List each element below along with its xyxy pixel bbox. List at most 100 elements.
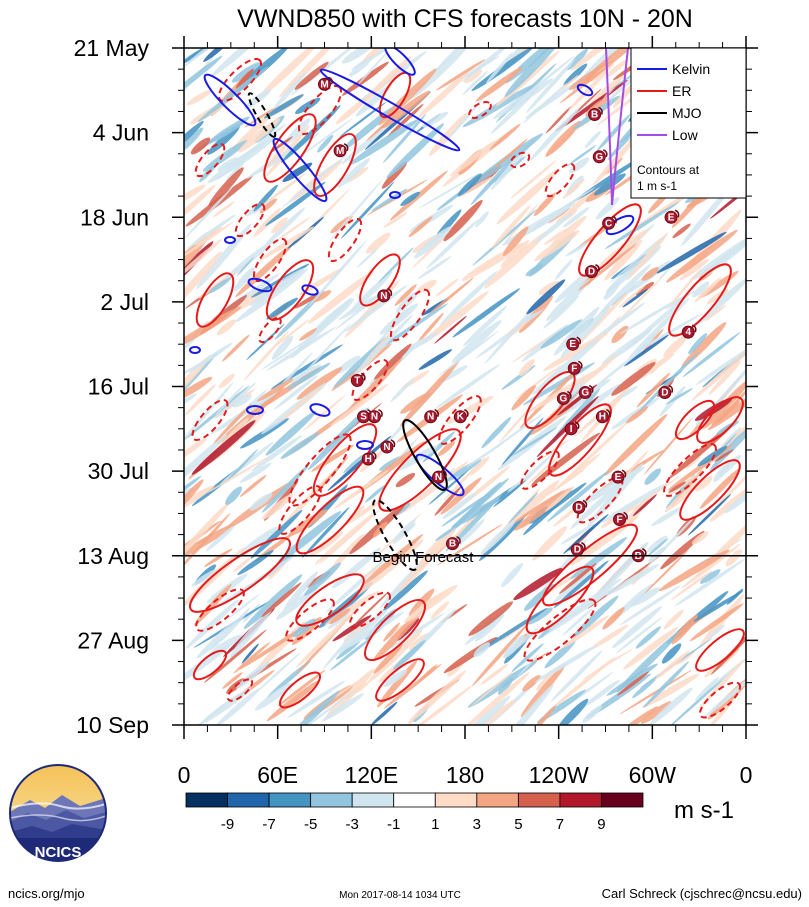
anomaly-streak (370, 701, 398, 725)
anomaly-streak (635, 626, 661, 649)
y-axis: 21 May 4 Jun 18 Jun 2 Jul 16 Jul 30 Jul 13 Aug… (74, 35, 758, 738)
anomaly-streak (186, 89, 213, 106)
anomaly-streak (540, 319, 583, 349)
anomaly-streak (372, 610, 423, 662)
anomaly-streak (691, 531, 709, 545)
anomaly-streak (191, 568, 218, 587)
anomaly-streak (582, 648, 634, 680)
er-contour (359, 253, 401, 307)
colorbar-segment (517, 792, 561, 808)
anomaly-streak (213, 403, 252, 444)
anomaly-streak (518, 359, 535, 376)
anomaly-streak (672, 223, 691, 239)
kelvin-contour (389, 191, 401, 199)
anomaly-streak (184, 306, 242, 352)
kelvin-contour (356, 440, 374, 450)
storm-marker: N (367, 409, 383, 424)
anomaly-streak (511, 385, 537, 411)
anomaly-streak (568, 61, 613, 91)
anomaly-streak (491, 204, 531, 249)
anomaly-streak (543, 226, 571, 245)
storm-marker: K (453, 409, 469, 424)
anomaly-streak (188, 342, 233, 373)
anomaly-streak (239, 462, 272, 483)
anomaly-streak (345, 681, 369, 699)
anomaly-streak (341, 181, 395, 239)
anomaly-streak (452, 288, 521, 338)
anomaly-streak (260, 336, 313, 371)
kelvin-contour (272, 137, 328, 203)
anomaly-streak (241, 643, 259, 664)
anomaly-streak (226, 593, 260, 620)
anomaly-streak (200, 687, 251, 725)
anomaly-streak (341, 48, 375, 64)
colorbar-segment (351, 792, 395, 808)
anomaly-streak (510, 160, 557, 199)
anomaly-streak (338, 611, 405, 653)
er-contour-dashed (285, 598, 335, 642)
anomaly-streak (462, 84, 535, 128)
anomaly-streak (534, 230, 580, 262)
anomaly-streak (392, 640, 426, 670)
storm-marker: E (611, 469, 627, 484)
anomaly-streak (484, 299, 542, 364)
kelvin-contour (246, 405, 264, 415)
anomaly-streak (335, 641, 361, 660)
er-contour (313, 133, 357, 197)
anomaly-streak (644, 468, 662, 485)
anomaly-streak (280, 432, 320, 459)
anomaly-streak (542, 332, 608, 372)
anomaly-streak (220, 607, 250, 642)
storm-letter: D (574, 545, 581, 556)
anomaly-streak (724, 489, 746, 514)
anomaly-streak (191, 420, 256, 475)
anomaly-streak (687, 493, 732, 536)
anomaly-streak (689, 603, 744, 642)
storm-letter: M (336, 146, 344, 157)
storm-marker: D (572, 499, 588, 514)
anomaly-streak (658, 549, 730, 592)
anomaly-streak (356, 51, 389, 87)
anomaly-streak (632, 494, 657, 517)
anomaly-streak (442, 492, 476, 519)
anomaly-streak (394, 284, 417, 306)
contour-layer (189, 48, 745, 719)
colorbar-segment (559, 792, 602, 808)
kelvin-contour (309, 403, 331, 417)
legend-box (630, 47, 747, 199)
er-contour-dashed (217, 57, 263, 103)
anomaly-streak (699, 467, 741, 509)
anomaly-streak (525, 263, 543, 276)
storm-letter: G (581, 388, 589, 399)
anomaly-streak (646, 538, 669, 557)
anomaly-streak (321, 693, 364, 722)
anomaly-streak (705, 699, 734, 725)
anomaly-streak (590, 77, 620, 105)
anomaly-streak (254, 652, 301, 694)
colorbar-segment (393, 792, 436, 808)
anomaly-streak (304, 562, 342, 596)
er-contour-dashed (191, 398, 229, 442)
anomaly-streak (233, 557, 251, 573)
anomaly-streak (511, 643, 544, 672)
anomaly-streak (250, 509, 303, 559)
anomaly-streak (544, 639, 576, 669)
anomaly-streak (663, 609, 684, 630)
er-contour-dashed (523, 598, 597, 662)
colorbar-segment (268, 792, 312, 808)
anomaly-streak (184, 523, 236, 563)
storm-letter: N (371, 412, 378, 423)
er-contour (679, 459, 741, 521)
anomaly-streak (493, 138, 528, 169)
anomaly-streak (262, 493, 294, 520)
anomaly-streak (570, 537, 628, 580)
anomaly-streak (279, 690, 340, 725)
anomaly-streak (281, 105, 341, 163)
anomaly-streak (644, 549, 690, 594)
anomaly-streak (457, 173, 482, 197)
anomaly-streak (204, 548, 233, 568)
anomaly-streak (185, 186, 233, 239)
anomaly-streak (298, 267, 345, 296)
anomaly-streak (526, 279, 566, 315)
anomaly-streak (485, 52, 513, 84)
